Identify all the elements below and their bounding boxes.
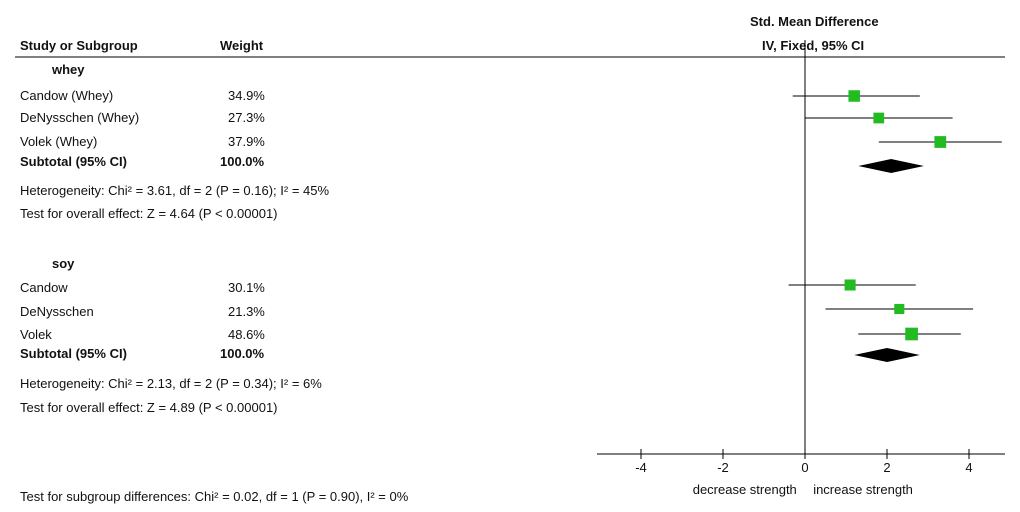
point-estimate-marker bbox=[844, 279, 856, 291]
study-label: Volek bbox=[20, 327, 52, 342]
subtotal-label: Subtotal (95% CI) bbox=[20, 346, 127, 361]
x-label-left: decrease strength bbox=[693, 482, 797, 497]
subtotal-diamond bbox=[854, 348, 920, 362]
x-tick-label: -4 bbox=[635, 460, 647, 475]
subtotal-weight: 100.0% bbox=[220, 154, 265, 169]
subtotal-weight: 100.0% bbox=[220, 346, 265, 361]
study-label: Candow (Whey) bbox=[20, 88, 114, 103]
group-title-whey: whey bbox=[52, 62, 85, 77]
point-estimate-marker bbox=[894, 303, 905, 315]
x-tick-label: 4 bbox=[965, 460, 972, 475]
subtotal-diamond bbox=[858, 159, 924, 173]
study-label: Candow bbox=[20, 280, 68, 295]
x-tick-label: -2 bbox=[717, 460, 729, 475]
study-column-header: Study or Subgroup bbox=[20, 38, 138, 53]
study-label: Volek (Whey) bbox=[20, 134, 98, 149]
study-weight: 48.6% bbox=[228, 327, 265, 342]
study-label: DeNysschen (Whey) bbox=[20, 110, 140, 125]
weight-column-header: Weight bbox=[220, 38, 264, 53]
study-weight: 37.9% bbox=[228, 134, 265, 149]
study-weight: 21.3% bbox=[228, 304, 265, 319]
x-label-right: increase strength bbox=[813, 482, 913, 497]
study-weight: 34.9% bbox=[228, 88, 265, 103]
study-weight: 27.3% bbox=[228, 110, 265, 125]
group-title-soy: soy bbox=[52, 256, 75, 271]
x-tick-label: 2 bbox=[883, 460, 890, 475]
overall-effect-text: Test for overall effect: Z = 4.89 (P < 0… bbox=[20, 400, 278, 415]
overall-effect-text: Test for overall effect: Z = 4.64 (P < 0… bbox=[20, 206, 278, 221]
subgroup-differences-text: Test for subgroup differences: Chi² = 0.… bbox=[20, 489, 409, 504]
study-label: DeNysschen bbox=[20, 304, 94, 319]
subtotal-label: Subtotal (95% CI) bbox=[20, 154, 127, 169]
point-estimate-marker bbox=[905, 327, 918, 341]
point-estimate-marker bbox=[848, 90, 860, 102]
heterogeneity-text: Heterogeneity: Chi² = 3.61, df = 2 (P = … bbox=[20, 183, 330, 198]
point-estimate-marker bbox=[873, 112, 885, 124]
x-tick-label: 0 bbox=[801, 460, 808, 475]
effect-column-header-line2: IV, Fixed, 95% CI bbox=[762, 38, 865, 53]
heterogeneity-text: Heterogeneity: Chi² = 2.13, df = 2 (P = … bbox=[20, 376, 322, 391]
study-weight: 30.1% bbox=[228, 280, 265, 295]
effect-column-header-line1: Std. Mean Difference bbox=[750, 14, 879, 29]
point-estimate-marker bbox=[934, 136, 947, 148]
